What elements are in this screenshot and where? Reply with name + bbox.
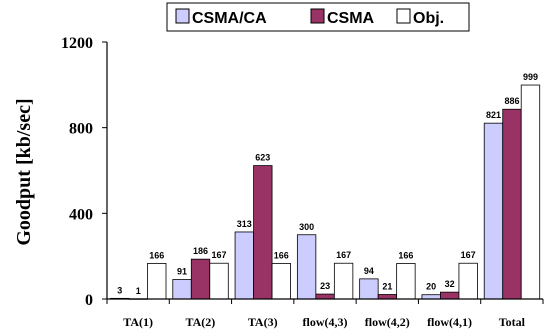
bar-obj-ta-3 <box>271 263 291 300</box>
bar-csma-ca-ta-3 <box>234 231 254 300</box>
data-label-csma-ca-ta-1: 3 <box>117 285 122 295</box>
y-tick-label: 1200 <box>61 35 93 52</box>
bar-csma-flow-4-2 <box>377 294 398 300</box>
bar-csma-ca-ta-2 <box>172 279 192 300</box>
chart-axes <box>106 42 543 300</box>
bar-csma-flow-4-3 <box>315 293 335 300</box>
bar-csma-ta-3 <box>253 165 273 300</box>
data-label-csma-ca-flow-4-3: 300 <box>299 222 314 232</box>
data-label-csma-flow-4-2: 21 <box>382 282 392 292</box>
y-tick-label: 800 <box>69 121 93 138</box>
x-axis-categories: TA(1) TA(2) TA(3) flow(4,3) flow(4,2) flow(4,… <box>106 299 544 329</box>
legend-label-csma-ca: CSMA/CA <box>192 10 267 27</box>
data-label-csma-ta-2: 186 <box>193 246 208 256</box>
x-category-label: flow(4,2) <box>365 315 410 329</box>
x-category-label: Total <box>499 315 526 329</box>
bar-csma-total <box>502 108 522 300</box>
legend-label-csma: CSMA <box>327 10 375 27</box>
data-label-csma-flow-4-3: 23 <box>320 281 330 291</box>
bar-csma-ta-2 <box>190 258 211 300</box>
x-category-label: flow(4,1) <box>427 315 472 329</box>
legend-swatch-csma <box>310 8 325 24</box>
bar-obj-flow-4-1 <box>458 262 478 300</box>
x-category-label: TA(3) <box>248 315 278 329</box>
data-label-obj-flow-4-2: 166 <box>398 250 413 260</box>
data-label-csma-ca-total: 821 <box>486 110 501 120</box>
data-label-obj-flow-4-3: 167 <box>336 250 351 260</box>
data-label-csma-ca-flow-4-2: 94 <box>364 266 374 276</box>
data-label-obj-ta-2: 167 <box>212 250 227 260</box>
y-axis-label: Goodput [kb/sec] <box>13 98 35 245</box>
legend-swatch-obj <box>396 8 411 24</box>
bar-csma-flow-4-1 <box>440 291 460 300</box>
legend-swatch-csma-ca <box>175 8 190 24</box>
bar-obj-ta-2 <box>209 262 229 300</box>
bar-csma-ca-flow-4-1 <box>421 294 441 300</box>
bar-obj-flow-4-3 <box>333 262 354 300</box>
x-category-label: flow(4,3) <box>303 315 348 329</box>
bar-series-group <box>110 84 541 300</box>
chart-legend: CSMA/CA CSMA Obj. <box>166 2 470 32</box>
bar-obj-total <box>520 84 541 300</box>
y-tick-label: 400 <box>69 206 93 223</box>
data-labels: 3 1 166 91 186 167 313 623 166 300 23 167 94 21 166 20 3… <box>117 72 538 296</box>
data-label-obj-flow-4-1: 167 <box>461 250 476 260</box>
data-label-csma-ta-1: 1 <box>136 286 141 296</box>
bar-obj-flow-4-2 <box>396 263 416 300</box>
x-category-label: TA(2) <box>186 315 216 329</box>
y-tick-label: 0 <box>85 292 93 309</box>
data-label-csma-total: 886 <box>504 96 519 106</box>
data-label-csma-ca-flow-4-1: 20 <box>426 282 436 292</box>
bar-csma-ca-flow-4-2 <box>359 278 379 300</box>
data-label-csma-flow-4-1: 32 <box>445 279 455 289</box>
bar-obj-ta-1 <box>147 263 167 300</box>
data-label-obj-ta-3: 166 <box>274 250 289 260</box>
data-label-csma-ca-ta-3: 313 <box>237 219 252 229</box>
data-label-obj-total: 999 <box>523 72 538 82</box>
data-label-obj-ta-1: 166 <box>149 250 164 260</box>
bar-csma-ca-flow-4-3 <box>296 234 317 300</box>
legend-label-obj: Obj. <box>413 10 444 27</box>
data-label-csma-ca-ta-2: 91 <box>177 267 187 277</box>
data-label-csma-ta-3: 623 <box>255 153 270 163</box>
y-axis-ticks: 0 400 800 1200 <box>61 35 107 309</box>
bar-csma-ca-total <box>483 122 504 300</box>
x-category-label: TA(1) <box>123 315 153 329</box>
